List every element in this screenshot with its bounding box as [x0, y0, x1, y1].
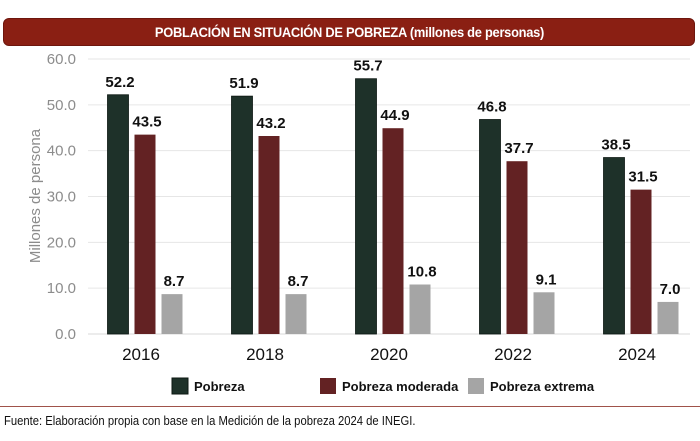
x-tick-label: 2016 [122, 345, 160, 364]
data-label: 43.5 [132, 114, 161, 131]
bar-pobreza-moderada [506, 161, 528, 334]
data-labels: 52.2 51.9 55.7 46.8 38.5 43.5 43.2 44.9 37.7 31.5… [105, 58, 680, 298]
x-tick-label: 2020 [370, 345, 408, 364]
y-tick-label: 20.0 [47, 234, 76, 251]
legend-label: Pobreza [194, 379, 245, 394]
bars [107, 78, 679, 335]
data-label: 31.5 [628, 169, 657, 186]
y-tick-label: 60.0 [47, 51, 76, 68]
data-label: 38.5 [601, 137, 630, 154]
bar-pobreza [355, 78, 377, 335]
data-label: 7.0 [660, 281, 681, 298]
legend-label: Pobreza moderada [342, 379, 459, 394]
legend-item: Pobreza [171, 377, 245, 395]
data-label: 8.7 [288, 273, 309, 290]
x-axis-ticks: 2016 2018 2020 2022 2024 [122, 345, 656, 364]
bar-pobreza [107, 94, 129, 335]
footer-divider [0, 406, 700, 407]
bar-pobreza [231, 95, 253, 335]
y-axis-label: Millones de persona [27, 128, 44, 263]
chart-title: POBLACIÓN EN SITUACIÓN DE POBREZA (millo… [154, 24, 544, 40]
bar-pobreza [603, 157, 625, 335]
y-tick-label: 0.0 [55, 326, 76, 343]
bar-pobreza-extrema [409, 284, 431, 334]
data-label: 51.9 [229, 75, 258, 92]
bar-pobreza-moderada [258, 136, 280, 334]
data-label: 52.2 [105, 74, 134, 91]
data-label: 44.9 [380, 107, 409, 124]
data-label: 43.2 [256, 115, 285, 132]
y-tick-label: 10.0 [47, 280, 76, 297]
data-label: 37.7 [504, 140, 533, 157]
y-tick-label: 30.0 [47, 189, 76, 206]
source-note: Fuente: Elaboración propia con base en l… [4, 414, 416, 428]
bar-pobreza-extrema [161, 294, 183, 334]
legend-label: Pobreza extrema [490, 379, 595, 394]
bar-pobreza-moderada [382, 128, 404, 334]
x-tick-label: 2022 [494, 345, 532, 364]
legend-item: Pobreza extrema [468, 378, 595, 394]
bar-pobreza-extrema [285, 294, 307, 334]
bar-pobreza-moderada [630, 189, 652, 334]
legend-item: Pobreza moderada [320, 378, 459, 394]
data-label: 55.7 [353, 58, 382, 75]
legend-swatch [320, 378, 336, 394]
data-label: 8.7 [164, 273, 185, 290]
legend-swatch [468, 378, 484, 394]
data-label: 46.8 [477, 99, 506, 116]
bar-pobreza-extrema [657, 301, 679, 334]
bar-pobreza-extrema [533, 292, 555, 334]
data-label: 10.8 [407, 264, 436, 281]
bar-pobreza-moderada [134, 134, 156, 334]
legend: Pobreza Pobreza moderada Pobreza extrema [171, 377, 595, 395]
bar-pobreza [479, 119, 501, 335]
y-tick-label: 50.0 [47, 97, 76, 114]
data-label: 9.1 [536, 271, 557, 288]
x-tick-label: 2018 [246, 345, 284, 364]
y-axis-ticks: 0.0 10.0 20.0 30.0 40.0 50.0 60.0 [47, 51, 76, 343]
y-tick-label: 40.0 [47, 143, 76, 160]
legend-swatch [171, 377, 189, 395]
x-tick-label: 2024 [618, 345, 656, 364]
chart-title-banner: POBLACIÓN EN SITUACIÓN DE POBREZA (millo… [3, 18, 695, 46]
